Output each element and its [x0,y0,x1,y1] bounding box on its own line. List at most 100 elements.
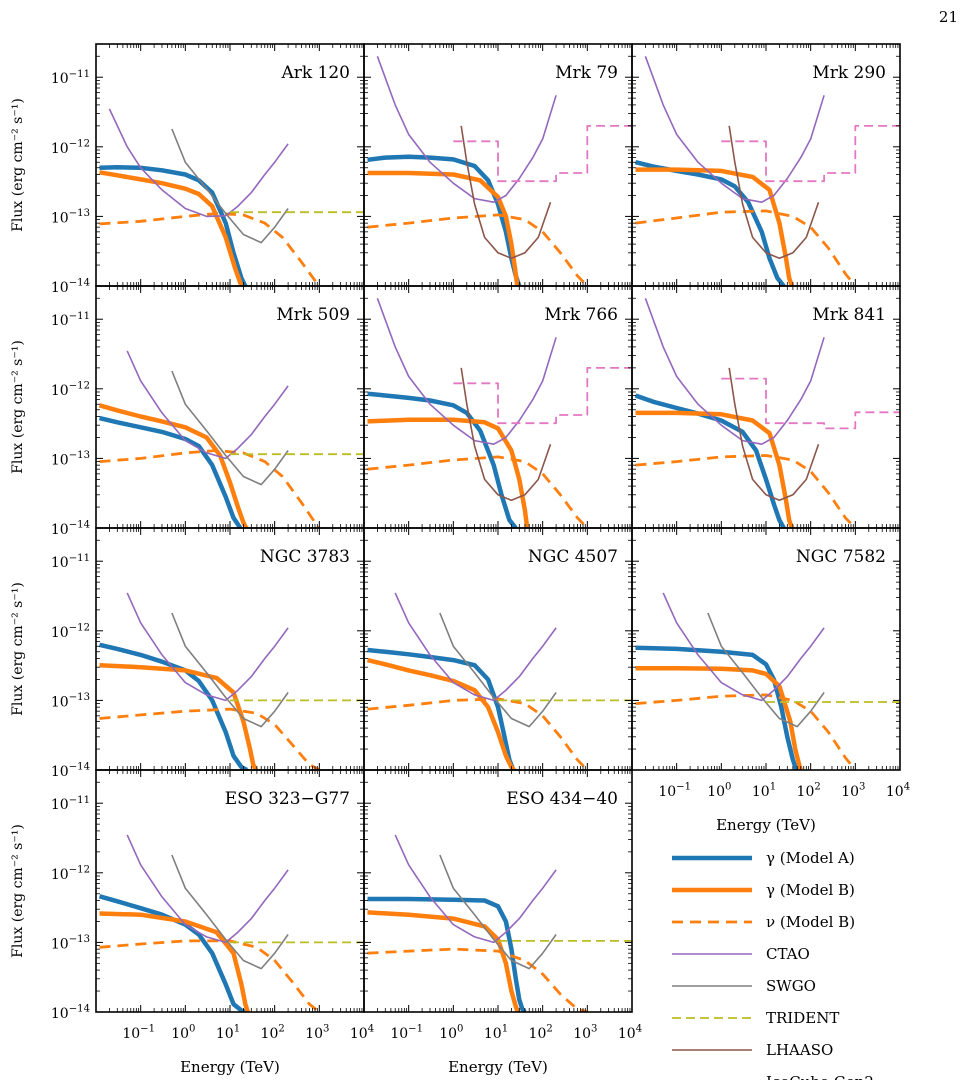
panel-10: ESO 434−40 10−1 100 101 102 103 104 Energy (TeV… [363,769,642,1076]
legend-label-cta: CTAO [766,945,810,963]
y-tick-label: 10−11 [51,69,90,87]
series-cta-line [394,834,557,944]
panel-7: NGC 4507 [363,527,633,771]
series-gA-line [98,642,249,770]
x-tick-label: 101 [216,1024,240,1042]
y-axis-label: Flux (erg cm⁻² s⁻¹) [10,340,26,474]
panel-title: NGC 4507 [528,547,618,567]
panel-3: Mrk 509 10−11 10−12 10−13 10−14 Flux (erg cm⁻… [10,285,365,538]
y-tick-label: 10−13 [51,934,90,952]
y-axis-label: Flux (erg cm⁻² s⁻¹) [10,582,26,716]
series-gB-line [635,167,795,286]
series-swgo-line [171,370,289,486]
series-group [367,56,632,286]
series-swgo-line [171,854,289,970]
series-icecube-line [453,125,632,183]
series-group [98,592,364,770]
series-nu-line [99,449,321,528]
y-tick-label: 10−14 [51,520,90,538]
x-tick-label: 103 [573,1024,597,1042]
panel-0: Ark 120 10−11 10−12 10−13 10−14 Flux (erg cm⁻… [10,43,365,296]
panel-6: NGC 3783 10−11 10−12 10−13 10−14 Flux (erg cm… [10,527,365,780]
y-tick-label: 10−13 [51,692,90,710]
y-tick-label: 10−11 [51,311,90,329]
panel-title: NGC 7582 [796,547,886,567]
page-number: 21 [938,8,958,26]
x-tick-label: 10−1 [122,1024,155,1042]
legend-label-gA: γ (Model A) [766,849,855,867]
series-group [98,834,364,1012]
series-nu-line [635,454,857,528]
series-group [634,56,900,286]
series-gA-line [99,164,248,286]
y-tick-label: 10−12 [51,623,90,641]
series-cta-line [126,834,289,944]
legend-label-trident: TRIDENT [766,1009,839,1027]
series-nu-line [367,213,589,286]
x-tick-label: 103 [305,1024,329,1042]
series-nu-line [635,693,857,770]
panel-5: Mrk 841 [631,285,901,529]
legend-label-nu: ν (Model B) [766,913,855,931]
series-gA-line [367,896,527,1012]
x-tick-label: 10−1 [390,1024,423,1042]
series-group [366,592,632,770]
y-tick-label: 10−13 [51,450,90,468]
y-tick-label: 10−14 [51,278,90,296]
series-gA-line [367,647,516,770]
series-group [367,834,632,1012]
x-tick-label: 102 [261,1024,285,1042]
panel-title: Ark 120 [280,63,350,83]
series-lhaaso-line [460,367,552,502]
panel-title: NGC 3783 [260,547,350,567]
x-tick-label: 100 [171,1024,195,1042]
series-gB-line [99,662,258,770]
series-cta-line [376,298,557,445]
series-gB-line [367,910,521,1012]
x-axis-label: Energy (TeV) [716,816,816,834]
series-gA-line [98,415,243,528]
legend-label-swgo: SWGO [766,977,816,995]
series-gB-line [367,170,520,286]
series-gB-line [367,417,530,528]
legend-label-gB: γ (Model B) [766,881,855,899]
y-axis-label: Flux (erg cm⁻² s⁻¹) [10,98,26,232]
series-cta-line [394,592,557,702]
series-gB-line [635,665,803,770]
panel-title: ESO 434−40 [506,789,618,809]
series-gA-line [635,645,799,770]
series-nu-line [367,947,588,1012]
x-axis-label: Energy (TeV) [448,1058,548,1076]
series-nu-line [99,707,320,770]
x-tick-label: 104 [886,782,910,800]
series-nu-line [367,697,589,770]
y-tick-label: 10−11 [51,553,90,571]
series-nu-line [99,939,321,1012]
series-swgo-line [707,612,825,728]
panel-title: Mrk 509 [276,305,350,325]
series-swgo-line [439,612,557,728]
y-tick-label: 10−12 [51,865,90,883]
panel-title: Mrk 841 [812,305,886,325]
x-tick-label: 100 [707,782,731,800]
series-cta-line [108,108,289,218]
series-cta-line [376,56,557,203]
x-tick-label: 103 [841,782,865,800]
legend: γ (Model A) γ (Model B) ν (Model B) CTAO SWG… [672,849,874,1080]
series-gA-line [634,393,786,528]
series-nu-line [635,209,857,286]
series-swgo-line [171,612,289,728]
series-gA-line [634,160,786,286]
series-icecube-line [721,125,900,183]
y-axis-label: Flux (erg cm⁻² s⁻¹) [10,824,26,958]
series-icecube-line [721,377,900,430]
panel-4: Mrk 766 [363,285,633,529]
panel-title: Mrk 290 [812,63,886,83]
series-gB-line [99,170,244,286]
y-tick-label: 10−14 [51,762,90,780]
y-tick-label: 10−11 [51,795,90,813]
series-cta-line [662,592,825,702]
series-nu-line [367,455,589,528]
y-tick-label: 10−13 [51,208,90,226]
x-tick-label: 104 [618,1024,642,1042]
